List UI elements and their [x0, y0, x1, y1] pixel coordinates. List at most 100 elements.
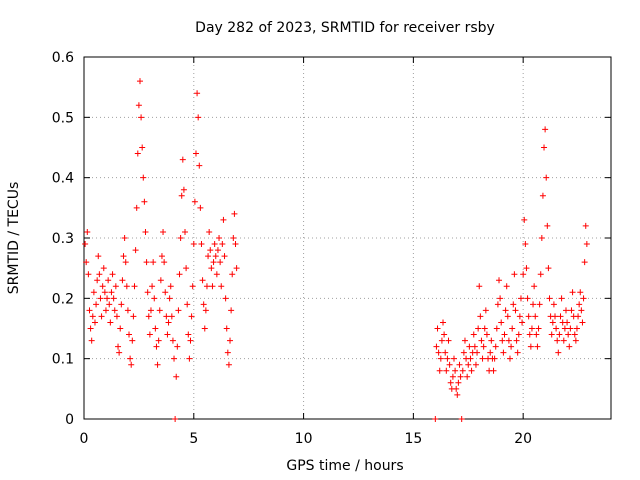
y-tick-label: 0.5: [52, 110, 74, 126]
data-point: [499, 337, 506, 344]
data-point: [446, 361, 453, 368]
data-point: [453, 385, 460, 392]
data-point: [95, 253, 102, 260]
data-point: [488, 337, 495, 344]
data-point: [141, 198, 148, 205]
data-point: [216, 235, 223, 241]
data-point: [532, 313, 539, 320]
x-tick-label: 0: [80, 431, 89, 447]
data-point: [437, 355, 444, 362]
data-point: [123, 283, 130, 290]
data-point: [537, 271, 544, 278]
data-point: [110, 295, 117, 302]
data-point: [116, 349, 123, 356]
y-tick-label: 0.6: [52, 50, 74, 66]
data-point: [511, 271, 518, 278]
data-point: [550, 301, 557, 308]
data-point: [142, 228, 149, 235]
data-point: [502, 307, 509, 314]
chart-title: Day 282 of 2023, SRMTID for receiver rsb…: [195, 20, 495, 36]
data-point: [505, 337, 512, 344]
data-point: [438, 337, 445, 344]
data-point: [552, 313, 559, 320]
data-point: [155, 337, 162, 344]
data-point: [571, 331, 578, 338]
data-point: [565, 331, 572, 338]
data-point: [165, 319, 172, 326]
data-point: [233, 265, 240, 272]
data-point: [210, 259, 217, 266]
data-point: [487, 349, 494, 356]
data-point: [548, 331, 555, 338]
data-point: [126, 331, 133, 338]
data-point: [112, 283, 119, 290]
data-point: [541, 144, 548, 151]
data-point: [515, 331, 522, 338]
data-point: [104, 295, 111, 302]
data-point: [526, 331, 533, 338]
data-point: [539, 192, 546, 199]
data-point: [174, 343, 181, 350]
data-point: [161, 259, 168, 266]
data-point: [219, 241, 226, 248]
data-point: [111, 307, 118, 314]
data-point: [227, 337, 234, 344]
y-tick-label: 0.4: [52, 171, 74, 187]
data-point: [564, 319, 571, 326]
data-point: [443, 367, 450, 374]
data-point: [501, 331, 508, 338]
data-point: [180, 186, 187, 193]
data-point: [118, 301, 125, 308]
data-point: [139, 144, 146, 151]
data-point: [228, 307, 235, 314]
y-tick-label: 0.2: [52, 291, 74, 307]
data-point: [84, 228, 91, 235]
data-point: [509, 325, 516, 332]
data-point: [122, 259, 129, 266]
data-point: [535, 325, 542, 332]
data-point: [133, 204, 140, 211]
data-point: [96, 271, 103, 278]
data-point: [496, 277, 503, 284]
data-point: [138, 114, 145, 121]
data-point: [525, 313, 532, 320]
data-point: [163, 313, 170, 320]
data-point: [470, 331, 477, 338]
data-point: [478, 337, 485, 344]
data-point: [533, 331, 540, 338]
data-point: [475, 325, 482, 332]
data-point: [556, 331, 563, 338]
data-point: [91, 319, 98, 326]
data-point: [504, 313, 511, 320]
data-point: [483, 331, 490, 338]
data-point: [189, 283, 196, 290]
data-point: [546, 295, 553, 302]
data-point: [187, 337, 194, 344]
data-point: [156, 307, 163, 314]
data-point: [536, 301, 543, 308]
data-point: [455, 379, 462, 386]
data-point: [86, 307, 93, 314]
y-tick-label: 0.1: [52, 352, 74, 368]
data-point: [232, 241, 239, 248]
data-point: [128, 361, 135, 368]
x-tick-label: 5: [189, 431, 198, 447]
data-point: [575, 313, 582, 320]
axis-ticks: 0 0.1 0.2 0.3 0.4 0.5 0.6 0 5 10 15 20: [52, 50, 611, 447]
data-point: [105, 277, 112, 284]
data-point: [97, 295, 104, 302]
data-point: [195, 114, 202, 121]
data-point: [561, 325, 568, 332]
data-point: [441, 331, 448, 338]
data-point: [583, 241, 590, 248]
data-point: [113, 313, 120, 320]
data-point: [212, 253, 219, 260]
data-point: [432, 416, 439, 422]
data-point: [436, 367, 443, 374]
data-point: [472, 361, 479, 368]
data-point: [553, 325, 560, 332]
data-point: [519, 319, 526, 326]
data-point: [130, 313, 137, 320]
data-point: [479, 355, 486, 362]
